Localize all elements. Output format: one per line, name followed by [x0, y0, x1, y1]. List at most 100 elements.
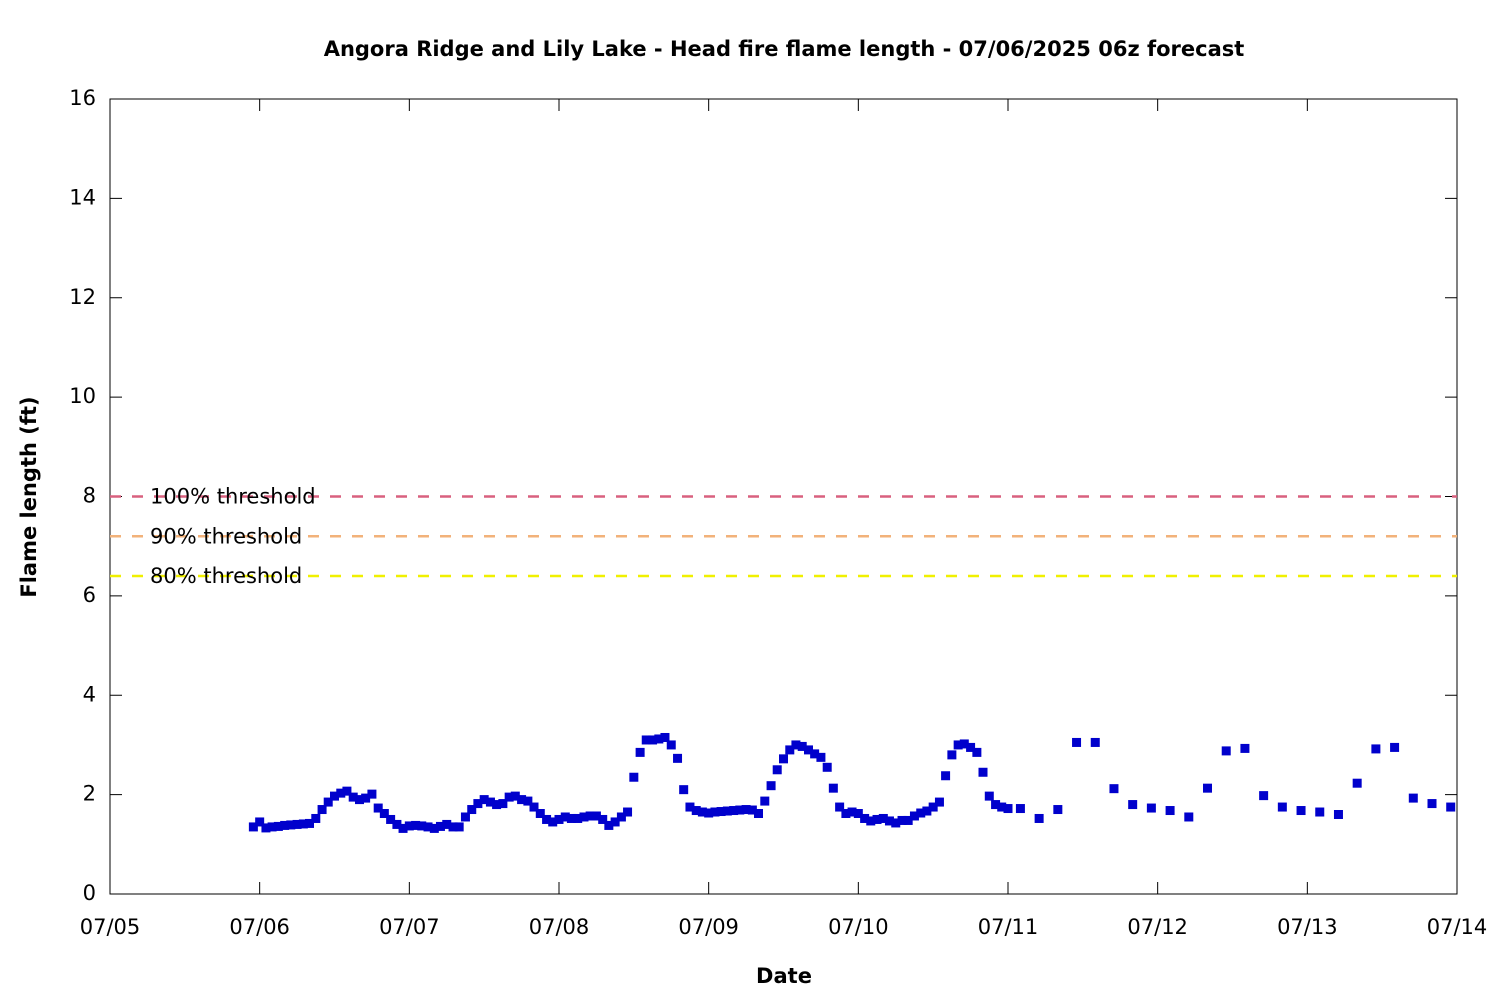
data-point	[1165, 806, 1175, 816]
data-point	[779, 754, 788, 764]
x-tick-label: 07/07	[379, 915, 440, 939]
y-tick-label: 8	[83, 484, 96, 508]
data-point	[947, 750, 957, 760]
data-point	[379, 809, 389, 819]
threshold-label: 90% threshold	[150, 524, 302, 548]
data-point	[660, 732, 670, 742]
threshold-label: 80% threshold	[150, 564, 302, 588]
chart-title: Angora Ridge and Lily Lake - Head fire f…	[324, 37, 1245, 61]
data-point	[1072, 737, 1082, 747]
data-point	[305, 818, 315, 828]
data-point	[928, 802, 938, 812]
data-point	[1015, 804, 1025, 814]
data-point	[754, 809, 764, 819]
data-point	[342, 786, 352, 796]
data-point	[392, 819, 402, 829]
x-tick-label: 07/05	[80, 915, 141, 939]
data-point	[1128, 800, 1138, 810]
y-tick-label: 14	[69, 185, 96, 209]
data-point	[585, 811, 595, 821]
data-point	[722, 806, 732, 816]
data-point	[772, 765, 782, 775]
data-point	[454, 822, 464, 832]
data-point	[373, 803, 383, 813]
data-point	[261, 823, 271, 833]
data-point	[404, 821, 414, 831]
data-point	[1315, 807, 1325, 817]
data-point	[1352, 778, 1362, 788]
data-point	[610, 817, 620, 827]
data-point	[579, 812, 589, 822]
data-point	[972, 747, 982, 757]
data-point	[785, 745, 795, 755]
data-point	[411, 820, 421, 830]
data-point	[623, 807, 633, 817]
data-point	[1333, 810, 1343, 819]
data-point	[891, 818, 901, 828]
data-point	[997, 802, 1007, 812]
data-point	[498, 799, 508, 809]
y-tick-label: 12	[69, 285, 96, 309]
data-point	[423, 822, 433, 832]
data-point	[1221, 746, 1231, 756]
data-point	[735, 805, 745, 815]
data-point	[847, 807, 857, 817]
y-tick-label: 2	[83, 782, 96, 806]
data-point	[791, 740, 801, 750]
data-point	[828, 783, 838, 793]
x-tick-label: 07/10	[828, 915, 889, 939]
data-point	[1427, 799, 1437, 809]
data-point	[535, 809, 545, 819]
data-point	[866, 816, 876, 826]
data-point	[554, 814, 564, 824]
y-axis-label: Flame length (ft)	[17, 396, 41, 597]
data-point	[311, 813, 321, 823]
data-point	[685, 802, 695, 812]
data-point	[860, 813, 870, 823]
data-point	[460, 812, 470, 822]
data-point	[984, 791, 994, 801]
data-point	[697, 807, 707, 817]
data-point	[467, 805, 477, 815]
data-point	[485, 797, 495, 807]
data-point	[810, 749, 820, 759]
data-point	[1390, 742, 1400, 752]
data-point	[1053, 805, 1063, 815]
data-point	[361, 793, 371, 803]
data-point	[760, 796, 770, 806]
y-tick-label: 16	[69, 86, 96, 110]
data-point	[822, 762, 832, 772]
data-point	[448, 822, 458, 832]
data-point	[529, 802, 539, 812]
data-point	[616, 812, 626, 822]
data-point	[1003, 804, 1013, 814]
data-point	[542, 814, 552, 824]
data-point	[273, 821, 283, 831]
data-point	[560, 812, 570, 822]
data-point	[909, 811, 919, 821]
x-tick-label: 07/06	[229, 915, 290, 939]
data-point	[1146, 803, 1156, 813]
data-point	[991, 800, 1001, 810]
data-point	[280, 820, 290, 830]
data-point	[1109, 784, 1119, 794]
data-point	[922, 806, 932, 816]
data-point	[884, 816, 894, 826]
data-point	[1408, 793, 1418, 803]
y-tick-label: 4	[83, 682, 96, 706]
data-point	[566, 813, 576, 823]
data-point	[691, 806, 701, 816]
data-point	[435, 821, 445, 831]
data-point	[442, 819, 452, 829]
data-point	[673, 753, 683, 763]
data-point	[504, 792, 514, 802]
data-point	[330, 791, 339, 801]
data-point	[872, 814, 882, 824]
data-point	[1240, 743, 1250, 753]
data-point	[323, 797, 333, 807]
data-point	[635, 747, 645, 757]
data-point	[510, 791, 520, 801]
data-point	[1034, 813, 1044, 823]
data-point	[492, 800, 502, 810]
